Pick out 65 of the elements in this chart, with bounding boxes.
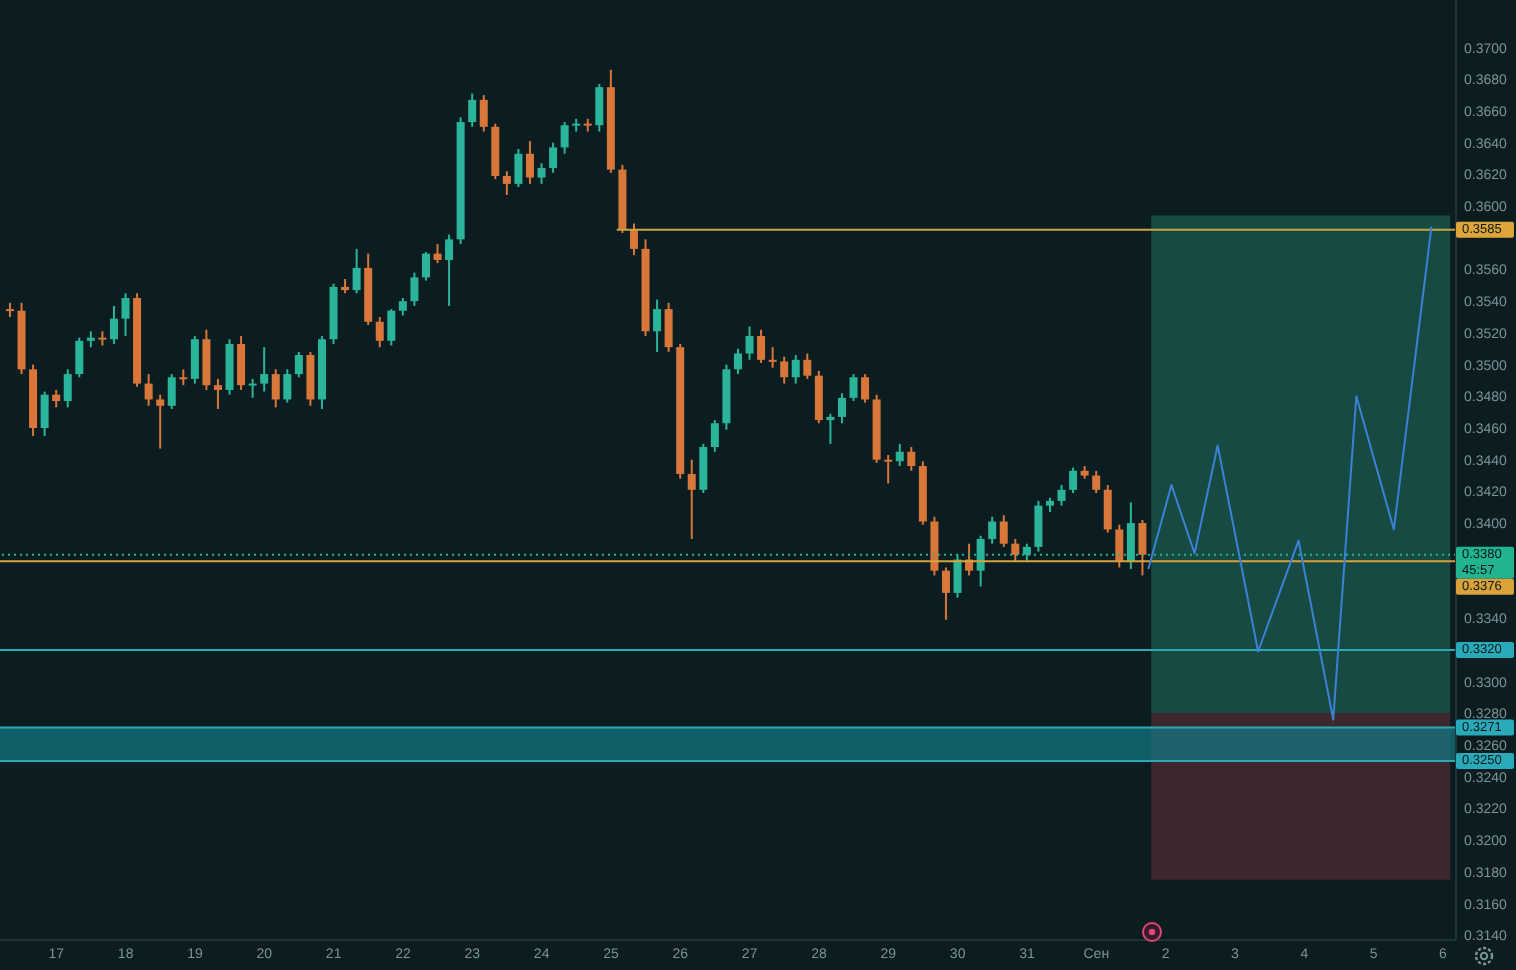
candlestick	[514, 148, 523, 189]
candlestick	[306, 350, 315, 407]
candlestick	[791, 354, 800, 385]
candlestick	[1092, 469, 1101, 494]
candlestick	[294, 350, 303, 379]
candlestick	[653, 298, 662, 353]
candlestick	[699, 442, 708, 494]
candlestick	[941, 566, 950, 621]
candlestick	[733, 347, 742, 376]
candlestick	[202, 328, 211, 391]
candlestick	[167, 373, 176, 410]
candlestick	[468, 92, 477, 128]
candlestick	[75, 336, 84, 379]
candlestick	[861, 373, 870, 404]
candlestick	[595, 83, 604, 133]
candlestick	[525, 140, 534, 185]
candlestick	[387, 308, 396, 347]
candlestick	[433, 243, 442, 265]
candlestick	[757, 328, 766, 364]
candlestick	[479, 94, 488, 133]
candlestick	[745, 325, 754, 361]
candlestick	[988, 515, 997, 545]
candlestick	[144, 373, 153, 407]
candlestick	[687, 458, 696, 540]
candlestick	[260, 346, 269, 393]
candlestick	[999, 514, 1008, 548]
candlestick	[156, 393, 165, 450]
candlestick	[549, 141, 558, 174]
candlestick	[63, 368, 72, 409]
candlestick	[502, 170, 511, 196]
candlestick	[814, 369, 823, 425]
candlestick	[1011, 537, 1020, 563]
candlestick	[213, 377, 222, 410]
candlestick	[225, 338, 234, 396]
candlestick	[1034, 499, 1043, 553]
candlestick	[1069, 466, 1078, 494]
candlestick	[237, 335, 246, 391]
candlestick	[837, 392, 846, 425]
candlestick	[375, 316, 384, 349]
candlestick	[40, 390, 49, 437]
candlestick	[664, 301, 673, 353]
candlestick	[907, 446, 916, 472]
candlestick	[248, 377, 257, 399]
candlestick	[421, 251, 430, 282]
candlestick	[98, 330, 107, 347]
candlestick	[445, 233, 454, 307]
candlestick	[190, 335, 199, 385]
candlestick	[537, 162, 546, 185]
candlestick	[826, 412, 835, 445]
candlestick	[1115, 523, 1124, 569]
candlestick	[271, 368, 280, 409]
candlestick	[352, 247, 361, 295]
candlestick	[710, 419, 719, 453]
candlestick	[629, 222, 638, 257]
candlestick	[109, 304, 118, 345]
candlestick	[1103, 484, 1112, 534]
candlestick	[283, 368, 292, 404]
candlestick	[121, 292, 130, 338]
candlestick	[895, 442, 904, 468]
candlestick	[1138, 518, 1147, 577]
candlestick	[1057, 484, 1066, 507]
candlestick	[849, 373, 858, 403]
candlestick	[884, 453, 893, 485]
candlestick	[803, 352, 812, 380]
candlestick	[410, 271, 419, 307]
